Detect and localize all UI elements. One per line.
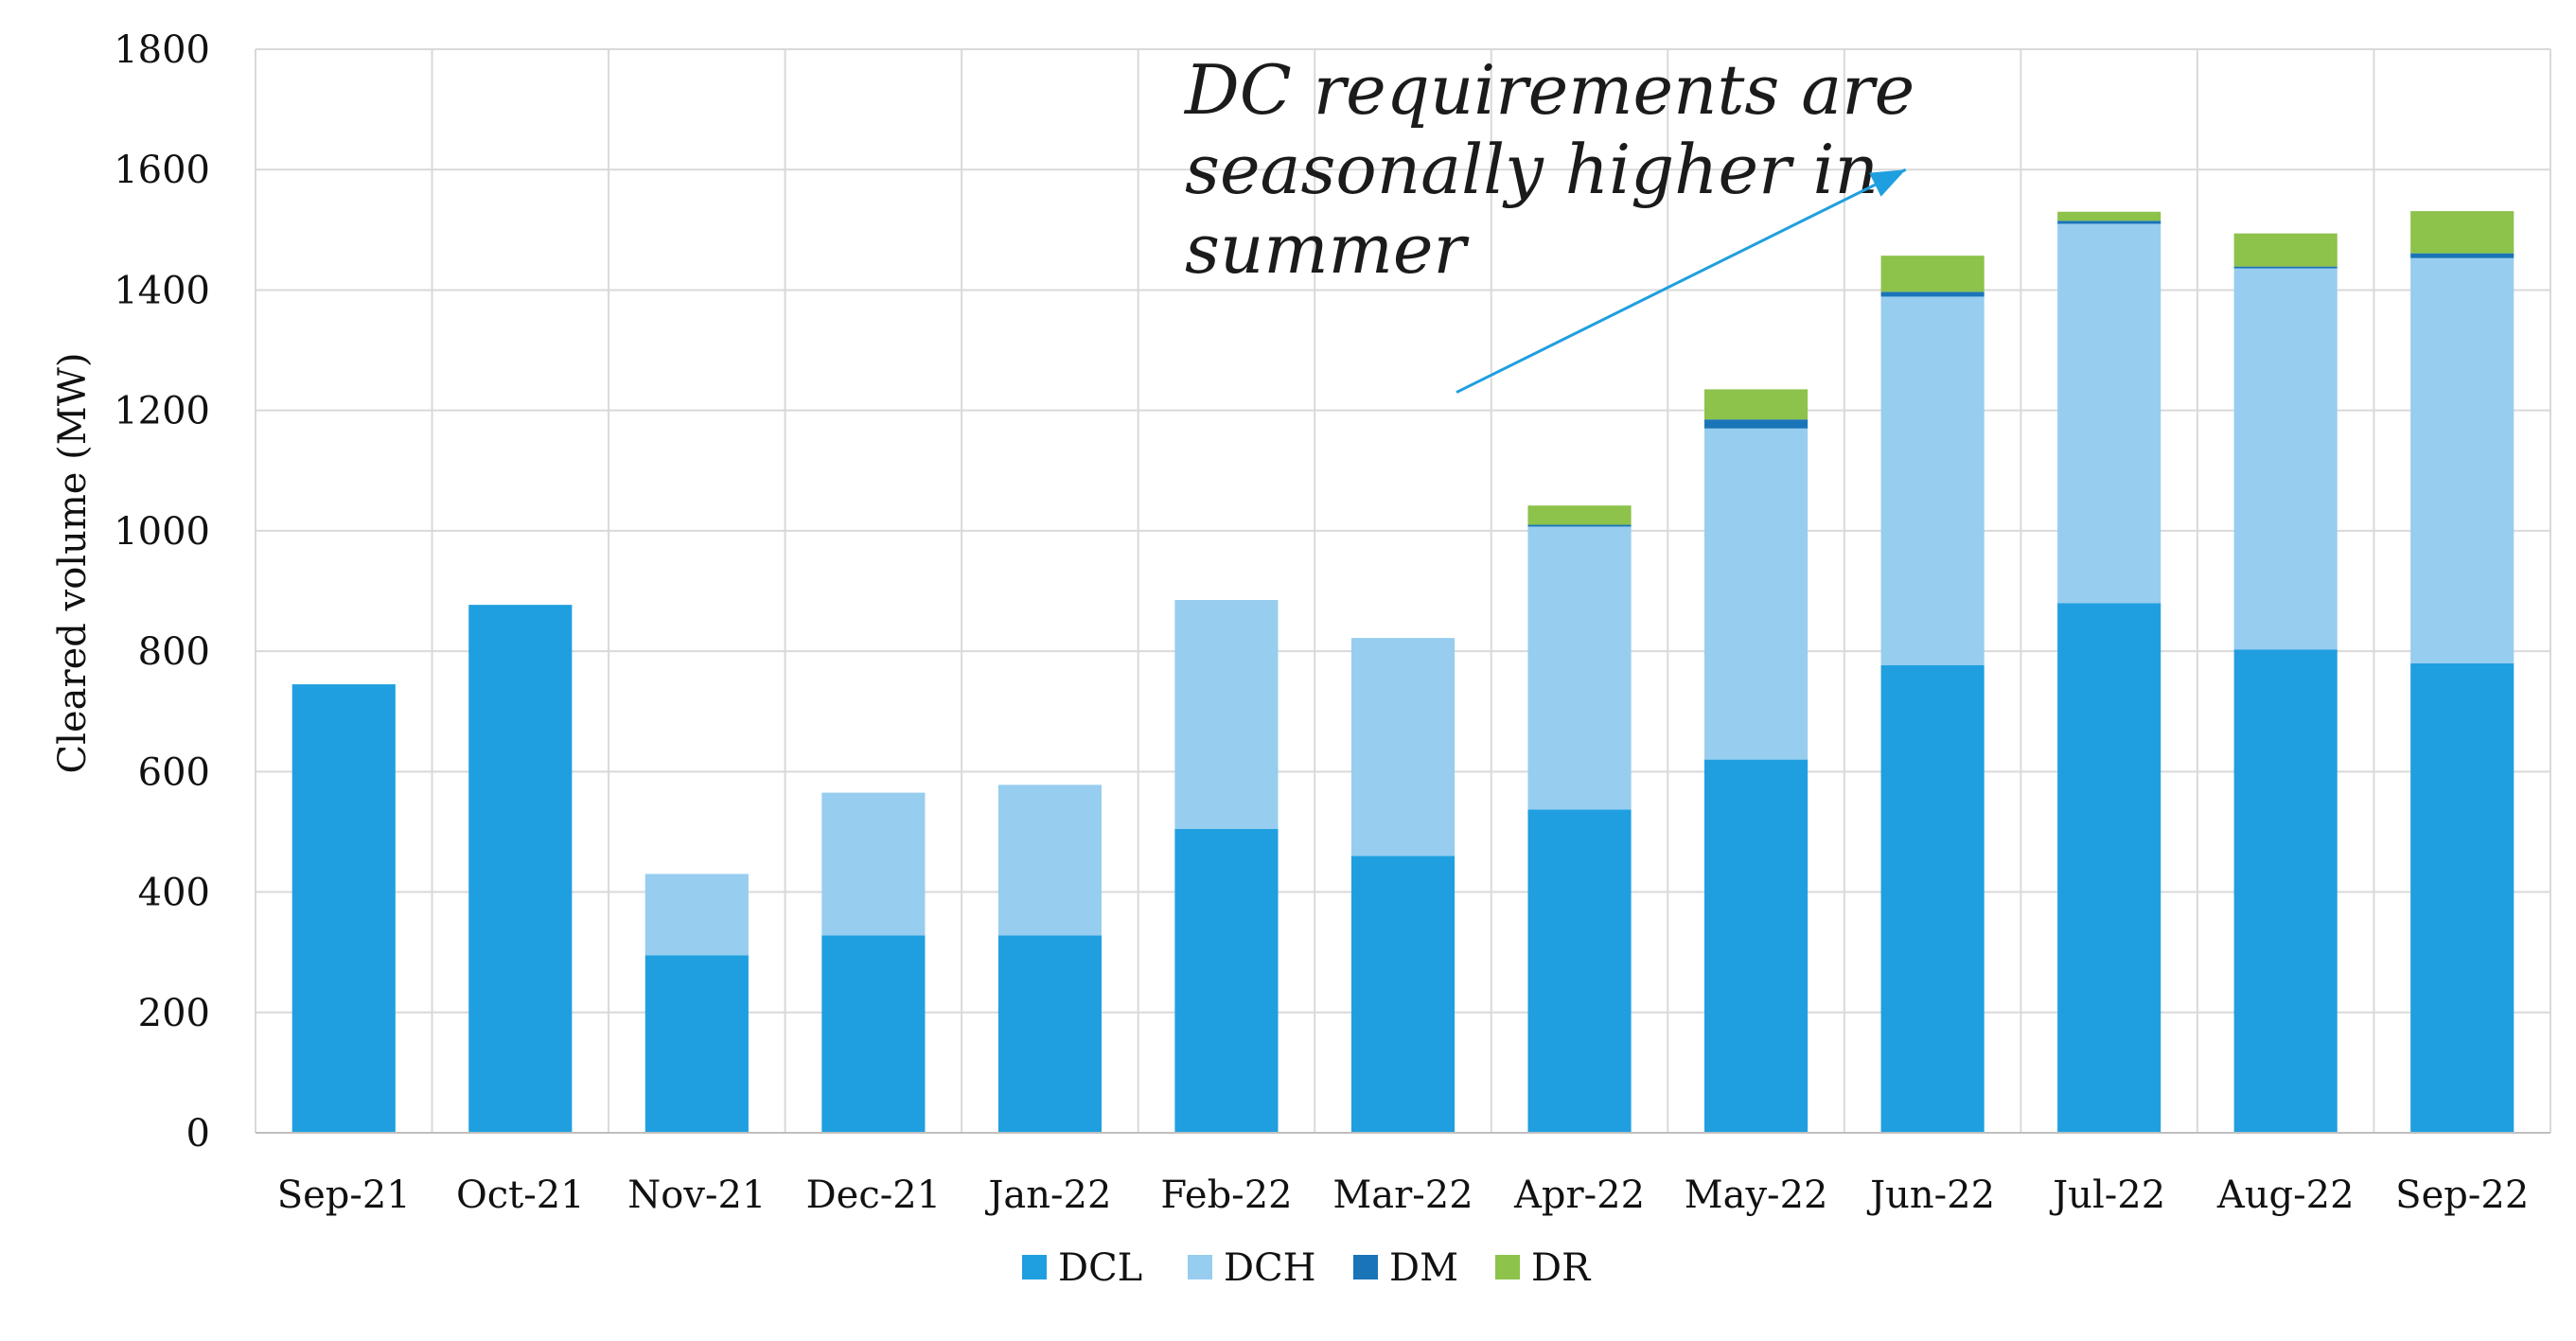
- bar-dm-sep-22: [2410, 253, 2514, 258]
- x-tick-label: Oct-21: [456, 1173, 585, 1217]
- x-tick-label: May-22: [1685, 1173, 1828, 1217]
- bar-dm-may-22: [1704, 419, 1808, 429]
- bar-dcl-feb-22: [1174, 828, 1279, 1133]
- bar-dcl-may-22: [1704, 759, 1808, 1133]
- y-axis-label: Cleared volume (MW): [51, 353, 95, 774]
- grid: [255, 48, 2551, 1134]
- legend-label-dcl: DCL: [1058, 1246, 1142, 1290]
- y-tick-label: 800: [138, 630, 210, 674]
- legend-label-dr: DR: [1531, 1246, 1592, 1290]
- bar-dch-jan-22: [997, 785, 1102, 936]
- bar-dcl-sep-21: [291, 684, 396, 1133]
- bar-dch-may-22: [1704, 428, 1808, 760]
- bar-dcl-dec-21: [821, 935, 926, 1133]
- bar-dcl-mar-22: [1350, 856, 1456, 1133]
- x-tick-label: Feb-22: [1160, 1173, 1292, 1217]
- bar-dch-mar-22: [1350, 638, 1456, 856]
- bar-dcl-jun-22: [1880, 664, 1985, 1133]
- x-tick-label: Aug-22: [2216, 1173, 2355, 1217]
- bar-dch-nov-21: [644, 873, 749, 956]
- annotation-text-line: summer: [1185, 209, 1469, 289]
- annotation-arrow-line: [1456, 168, 1907, 394]
- y-tick-label: 600: [138, 750, 210, 794]
- y-tick-label: 1000: [114, 510, 210, 554]
- y-tick-label: 400: [138, 872, 210, 915]
- x-tick-label: Dec-21: [806, 1173, 942, 1217]
- x-tick-label: Mar-22: [1332, 1173, 1473, 1217]
- bar-dr-jul-22: [2057, 211, 2161, 221]
- bar-dcl-oct-21: [468, 605, 573, 1133]
- bar-dm-jun-22: [1880, 291, 1985, 297]
- bar-dcl-jan-22: [997, 935, 1102, 1133]
- annotation-text-line: seasonally higher in: [1185, 130, 1879, 209]
- y-tick-label: 1400: [114, 269, 210, 312]
- y-tick-label: 200: [138, 992, 210, 1035]
- axes: 0 200 400 600 800 1000 1200 1400 1600 1800 Sep-21 O…: [114, 28, 2550, 1217]
- bar-dcl-aug-22: [2233, 649, 2338, 1133]
- bar-dch-sep-22: [2410, 257, 2514, 663]
- x-tick-label: Sep-21: [277, 1173, 411, 1217]
- y-tick-label: 0: [186, 1112, 210, 1156]
- legend-label-dch: DCH: [1224, 1246, 1316, 1290]
- bar-dcl-apr-22: [1527, 809, 1632, 1133]
- legend-swatch-dcl: [1022, 1255, 1047, 1279]
- x-tick-label: Jan-22: [984, 1173, 1111, 1217]
- bar-dch-jul-22: [2057, 223, 2161, 604]
- x-tick-label: Sep-22: [2395, 1173, 2529, 1217]
- legend-label-dm: DM: [1389, 1246, 1458, 1290]
- legend-swatch-dm: [1353, 1255, 1378, 1279]
- legend-swatch-dr: [1495, 1255, 1520, 1279]
- bar-dr-apr-22: [1527, 505, 1632, 525]
- x-tick-label: Jul-22: [2049, 1173, 2165, 1217]
- bar-dm-apr-22: [1527, 524, 1632, 527]
- bar-dr-may-22: [1704, 389, 1808, 420]
- x-tick-label: Apr-22: [1513, 1173, 1645, 1217]
- bar-dch-feb-22: [1174, 600, 1279, 829]
- bar-dch-dec-21: [821, 792, 926, 936]
- bars: [291, 211, 2514, 1133]
- bar-dch-jun-22: [1880, 296, 1985, 665]
- x-tick-label: Jun-22: [1866, 1173, 1995, 1217]
- bar-dm-jul-22: [2057, 221, 2161, 224]
- bar-dm-aug-22: [2233, 266, 2338, 269]
- legend-swatch-dch: [1188, 1255, 1212, 1279]
- bar-dcl-sep-22: [2410, 662, 2514, 1133]
- annotation-arrowhead: [1869, 169, 1906, 197]
- bar-dr-jun-22: [1880, 256, 1985, 292]
- bar-dch-apr-22: [1527, 526, 1632, 810]
- x-tick-label: Nov-21: [627, 1173, 766, 1217]
- annotation-text-line: DC requirements are: [1183, 50, 1914, 130]
- bar-dr-sep-22: [2410, 211, 2514, 254]
- y-tick-label: 1600: [114, 149, 210, 192]
- bar-dr-aug-22: [2233, 233, 2338, 267]
- bar-dcl-jul-22: [2057, 603, 2161, 1133]
- bar-dcl-nov-21: [644, 955, 749, 1133]
- y-tick-label: 1800: [114, 28, 210, 72]
- bar-dch-aug-22: [2233, 268, 2338, 650]
- legend: DCL DCH DM DR: [1022, 1246, 1592, 1290]
- y-tick-label: 1200: [114, 390, 210, 433]
